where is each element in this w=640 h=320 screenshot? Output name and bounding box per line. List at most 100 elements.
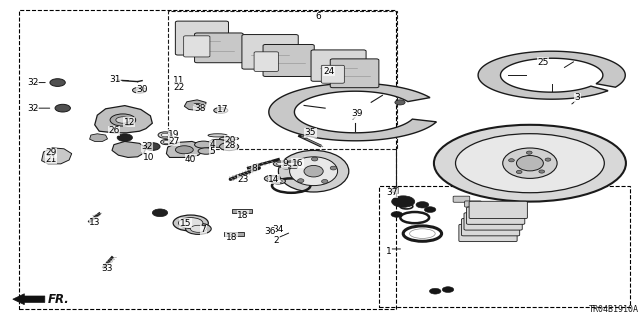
FancyBboxPatch shape	[330, 59, 379, 88]
Ellipse shape	[161, 140, 172, 145]
Text: 37: 37	[386, 188, 397, 197]
Text: 13: 13	[89, 218, 100, 227]
Polygon shape	[112, 141, 146, 157]
Text: 1: 1	[387, 247, 392, 256]
Text: 22: 22	[173, 83, 185, 92]
FancyBboxPatch shape	[311, 50, 366, 81]
Text: 15: 15	[180, 219, 191, 228]
Text: FR.: FR.	[47, 293, 69, 306]
Ellipse shape	[290, 157, 338, 186]
Polygon shape	[90, 134, 108, 141]
Text: 27: 27	[168, 137, 180, 146]
Text: 33: 33	[102, 264, 113, 273]
Text: 38: 38	[194, 104, 205, 113]
Text: 5: 5	[210, 148, 215, 156]
Text: 31: 31	[109, 76, 121, 84]
Ellipse shape	[163, 141, 170, 143]
Circle shape	[429, 288, 441, 294]
Circle shape	[395, 100, 405, 105]
Ellipse shape	[434, 125, 626, 202]
Text: 2: 2	[274, 236, 279, 245]
Ellipse shape	[312, 157, 318, 161]
Ellipse shape	[304, 165, 323, 177]
Ellipse shape	[132, 87, 147, 93]
Ellipse shape	[268, 177, 276, 180]
Ellipse shape	[264, 175, 280, 182]
Ellipse shape	[539, 170, 545, 173]
Polygon shape	[42, 148, 72, 164]
Text: 14: 14	[268, 175, 280, 184]
Circle shape	[442, 287, 454, 292]
Text: 23: 23	[237, 175, 249, 184]
Bar	[379, 186, 630, 307]
Text: 17: 17	[217, 105, 228, 114]
FancyBboxPatch shape	[175, 21, 228, 55]
Polygon shape	[95, 106, 152, 133]
Ellipse shape	[186, 223, 211, 234]
FancyBboxPatch shape	[453, 196, 470, 202]
Text: 4: 4	[210, 140, 215, 149]
Text: 39: 39	[351, 109, 363, 118]
FancyBboxPatch shape	[184, 36, 210, 57]
FancyBboxPatch shape	[465, 201, 481, 207]
Text: TR04B1910A: TR04B1910A	[589, 305, 639, 314]
Text: 18: 18	[237, 211, 249, 220]
Text: 32: 32	[28, 78, 39, 87]
Ellipse shape	[456, 134, 604, 193]
Text: 36: 36	[264, 227, 276, 236]
Text: 3: 3	[575, 93, 580, 102]
Ellipse shape	[220, 142, 239, 151]
Ellipse shape	[526, 151, 532, 154]
Ellipse shape	[503, 148, 557, 178]
Polygon shape	[166, 141, 204, 157]
Text: 24: 24	[323, 67, 335, 76]
Text: 34: 34	[272, 225, 284, 234]
Ellipse shape	[516, 170, 522, 173]
Ellipse shape	[545, 158, 551, 161]
Ellipse shape	[509, 159, 515, 162]
Ellipse shape	[193, 103, 201, 107]
Circle shape	[152, 209, 168, 217]
Polygon shape	[13, 294, 45, 305]
Circle shape	[117, 134, 132, 141]
Ellipse shape	[287, 162, 295, 165]
Text: 20: 20	[225, 136, 236, 145]
FancyBboxPatch shape	[254, 52, 278, 71]
Circle shape	[416, 202, 429, 208]
FancyBboxPatch shape	[263, 44, 314, 76]
FancyBboxPatch shape	[195, 33, 243, 63]
Ellipse shape	[516, 156, 543, 171]
Ellipse shape	[284, 165, 291, 168]
Ellipse shape	[218, 109, 224, 112]
Text: 35: 35	[305, 128, 316, 137]
Text: 30: 30	[136, 85, 148, 94]
Ellipse shape	[298, 179, 304, 183]
Text: 6: 6	[316, 12, 321, 21]
Text: 11: 11	[173, 76, 185, 85]
Ellipse shape	[195, 141, 212, 148]
Ellipse shape	[191, 225, 206, 232]
Text: 7: 7	[201, 225, 206, 234]
Polygon shape	[224, 232, 244, 236]
Ellipse shape	[198, 148, 214, 154]
Text: 19: 19	[168, 130, 180, 139]
Ellipse shape	[136, 89, 143, 92]
Ellipse shape	[161, 133, 169, 137]
Ellipse shape	[110, 114, 136, 126]
Ellipse shape	[208, 134, 227, 137]
Circle shape	[145, 143, 160, 150]
Text: 32: 32	[28, 104, 39, 113]
Ellipse shape	[179, 218, 203, 228]
Circle shape	[55, 104, 70, 112]
Polygon shape	[390, 187, 398, 194]
Text: 40: 40	[185, 155, 196, 164]
Ellipse shape	[273, 161, 287, 167]
Ellipse shape	[280, 164, 293, 169]
Ellipse shape	[116, 117, 130, 123]
FancyBboxPatch shape	[459, 224, 517, 242]
Text: 18: 18	[226, 233, 237, 242]
Text: 16: 16	[292, 159, 303, 168]
FancyBboxPatch shape	[469, 201, 527, 219]
Ellipse shape	[175, 146, 193, 154]
Text: 25: 25	[537, 58, 548, 67]
